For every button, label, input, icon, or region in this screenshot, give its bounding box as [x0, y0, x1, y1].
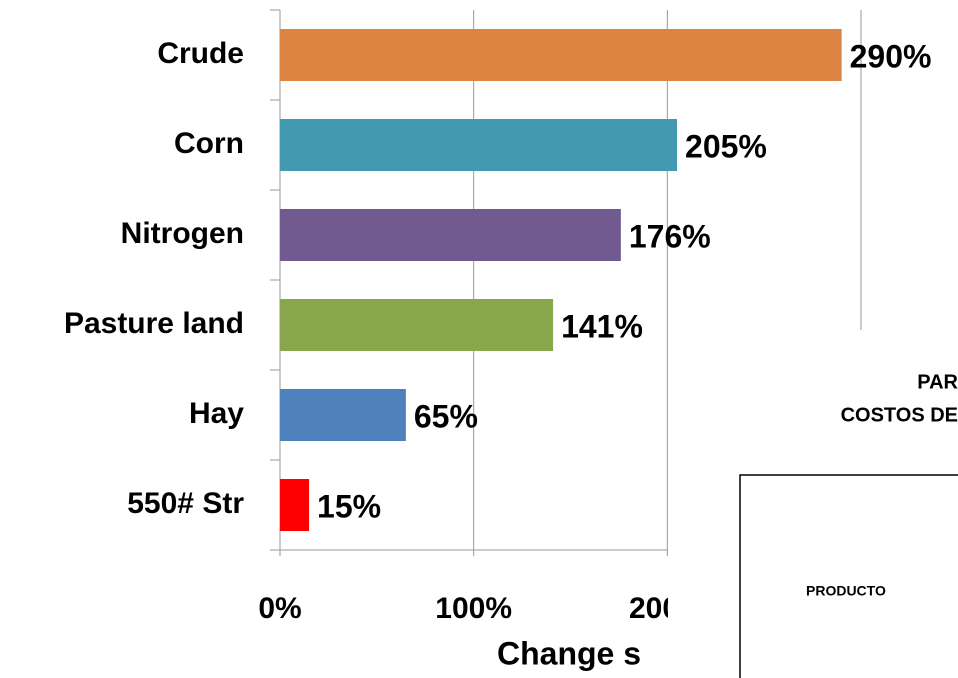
data-label: 205% — [685, 128, 767, 164]
bar — [280, 119, 678, 171]
bar — [280, 479, 310, 531]
table-border — [739, 474, 958, 678]
y-tick-label: Nitrogen — [121, 217, 244, 250]
overlay-title: PAR — [917, 371, 958, 393]
y-tick-label: Pasture land — [64, 307, 244, 340]
x-axis-title: Change s — [497, 635, 641, 671]
data-label: 65% — [414, 398, 478, 434]
bar — [280, 389, 406, 441]
y-tick-label: 550# Str — [127, 487, 244, 520]
bar — [280, 299, 554, 351]
overlay-panel: PAR COSTOS DE PRODUCTO — [668, 330, 958, 678]
overlay-background — [668, 330, 958, 678]
bar — [280, 29, 842, 81]
data-label: 290% — [850, 38, 932, 74]
overlay-title: COSTOS DE — [841, 404, 958, 426]
data-label: 15% — [317, 488, 381, 524]
data-label: 176% — [629, 218, 711, 254]
bar — [280, 209, 621, 261]
plot: 0%100%200%300%Change sCrude290%Corn205%N… — [64, 9, 932, 671]
y-tick-label: Crude — [157, 37, 244, 70]
table-header: PRODUCTO — [806, 583, 886, 599]
x-tick-label: 100% — [435, 592, 512, 625]
y-tick-label: Corn — [174, 127, 244, 160]
x-tick-label: 0% — [258, 592, 301, 625]
y-tick-label: Hay — [189, 397, 244, 430]
data-label: 141% — [561, 308, 643, 344]
